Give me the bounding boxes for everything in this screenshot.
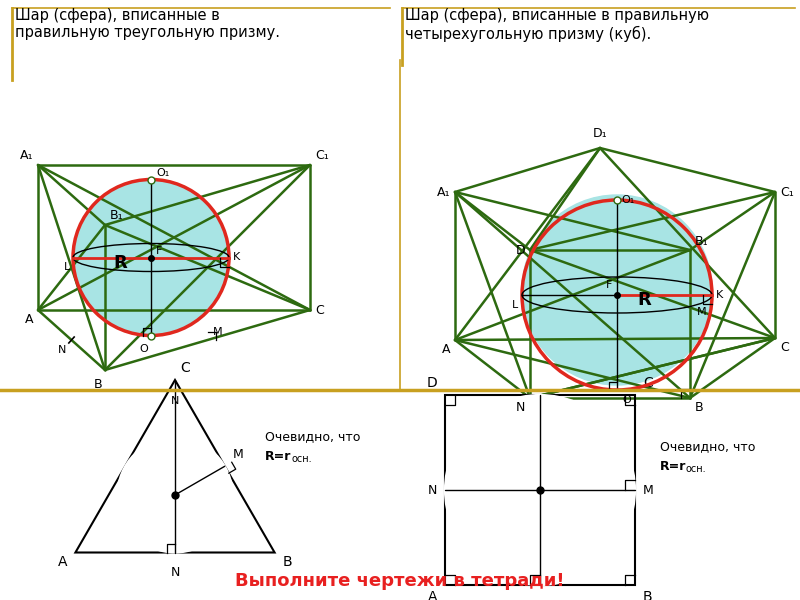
Text: N: N xyxy=(58,345,66,355)
Text: N: N xyxy=(170,566,180,580)
Text: Очевидно, что: Очевидно, что xyxy=(265,430,360,443)
Text: N: N xyxy=(171,396,179,406)
Text: M: M xyxy=(233,448,243,461)
Text: B₁: B₁ xyxy=(695,235,709,248)
Text: C: C xyxy=(643,376,653,390)
Text: B: B xyxy=(282,556,292,569)
Circle shape xyxy=(445,395,635,585)
Text: O: O xyxy=(518,495,528,508)
Text: Шар (сфера), вписанные в
правильную треугольную призму.: Шар (сфера), вписанные в правильную треу… xyxy=(15,8,280,40)
Text: B₁: B₁ xyxy=(110,209,124,222)
Text: R: R xyxy=(113,253,126,271)
Text: M: M xyxy=(643,484,654,497)
Text: A: A xyxy=(427,590,437,600)
Text: L: L xyxy=(64,263,70,272)
Text: C₁: C₁ xyxy=(780,185,794,199)
Text: L: L xyxy=(512,300,518,310)
Text: осн.: осн. xyxy=(291,454,312,464)
Text: B: B xyxy=(643,590,653,600)
Text: O: O xyxy=(622,395,630,405)
Text: C: C xyxy=(180,361,190,375)
Text: O₁: O₁ xyxy=(156,167,170,178)
Text: C: C xyxy=(780,341,789,354)
Text: N: N xyxy=(516,401,525,414)
Text: O₁: O₁ xyxy=(621,195,634,205)
Text: O: O xyxy=(155,498,165,511)
Text: M: M xyxy=(698,307,707,317)
Ellipse shape xyxy=(522,271,712,309)
Text: r: r xyxy=(525,398,530,411)
Text: D: D xyxy=(515,244,525,257)
Text: R=r: R=r xyxy=(265,450,291,463)
Text: A₁: A₁ xyxy=(19,149,33,162)
Text: O: O xyxy=(139,343,148,353)
Text: R=r: R=r xyxy=(660,460,686,473)
Text: C₁: C₁ xyxy=(315,149,329,162)
Text: A₁: A₁ xyxy=(437,185,450,199)
Text: B: B xyxy=(94,378,102,391)
Text: F: F xyxy=(156,245,162,256)
Text: K: K xyxy=(233,253,240,263)
Text: A: A xyxy=(58,556,67,569)
Ellipse shape xyxy=(73,242,229,272)
Text: Очевидно, что: Очевидно, что xyxy=(660,440,755,453)
Text: M: M xyxy=(213,327,222,337)
Text: осн.: осн. xyxy=(686,464,706,474)
Text: F: F xyxy=(606,280,612,290)
Text: R: R xyxy=(193,459,206,477)
Text: Выполните чертежи в тетради!: Выполните чертежи в тетради! xyxy=(235,572,565,590)
Text: A: A xyxy=(25,313,33,326)
Text: N: N xyxy=(428,484,437,497)
Circle shape xyxy=(118,437,233,553)
Text: D₁: D₁ xyxy=(593,127,607,140)
Text: A: A xyxy=(442,343,450,356)
Text: Шар (сфера), вписанные в правильную
четырехугольную призму (куб).: Шар (сфера), вписанные в правильную четы… xyxy=(405,8,709,42)
Text: C: C xyxy=(315,304,324,317)
Text: K: K xyxy=(716,290,723,300)
Circle shape xyxy=(73,179,229,335)
Text: осн.: осн. xyxy=(532,401,553,411)
Text: B: B xyxy=(695,401,704,414)
Circle shape xyxy=(522,195,712,385)
Text: R: R xyxy=(637,291,650,309)
Text: D: D xyxy=(426,376,437,390)
Text: R: R xyxy=(550,442,562,460)
